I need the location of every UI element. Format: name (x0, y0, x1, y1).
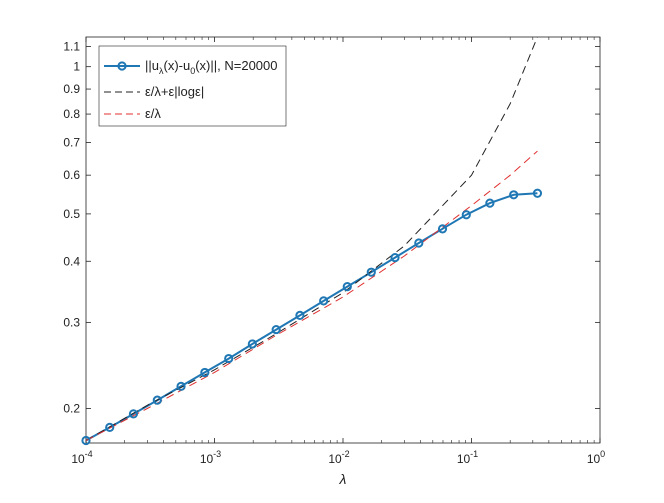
data-point (437, 224, 448, 234)
x-axis: 10-4 10-3 10-2 10-1 100 (71, 37, 605, 466)
y-tick-label: 0.9 (63, 82, 80, 96)
data-point (176, 381, 186, 391)
x-tick-label: 10-4 (71, 449, 92, 466)
data-point (509, 190, 519, 200)
x-tick-label: 10-2 (328, 449, 349, 466)
y-tick-label: 0.3 (63, 315, 80, 329)
data-point (105, 422, 115, 432)
x-axis-label: λ (339, 471, 347, 487)
x-tick-label: 100 (587, 449, 605, 466)
data-point (81, 435, 91, 446)
y-tick-label: 0.8 (63, 107, 80, 121)
data-point (532, 188, 543, 198)
y-tick-label: 0.4 (63, 254, 80, 268)
series-line-2 (85, 36, 538, 441)
y-tick-label: 1 (73, 60, 80, 74)
y-axis: 0.2 0.3 0.4 0.5 0.6 0.7 0.8 0.9 1 1.1 (63, 39, 600, 415)
x-tick-label: 10-1 (457, 449, 478, 466)
data-point (152, 395, 162, 405)
legend-box (98, 45, 287, 127)
data-point (319, 296, 329, 306)
legend-marker-series-1 (117, 61, 127, 71)
data-point (390, 252, 400, 263)
data-point (128, 409, 139, 419)
y-tick-label: 0.2 (63, 401, 80, 415)
series-line-3 (85, 150, 538, 441)
x-tick-label: 10-3 (200, 449, 221, 466)
legend: ||uλ(x)-u0(x)||, N=20000 ε/λ+ε|logε| ε/λ (98, 45, 287, 127)
data-point (295, 310, 305, 321)
y-tick-label: 0.6 (63, 168, 80, 182)
y-tick-label: 1.1 (63, 39, 80, 53)
data-point (366, 267, 376, 277)
data-point (271, 324, 281, 335)
data-point (247, 339, 257, 349)
data-point (200, 367, 210, 378)
series-layer (81, 36, 543, 446)
y-tick-label: 0.7 (63, 135, 80, 149)
legend-label-series-2: ε/λ+ε|logε| (145, 84, 204, 99)
legend-label-series-3: ε/λ (145, 106, 161, 121)
legend-label-series-1: ||uλ(x)-u0(x)||, N=20000 (145, 58, 277, 76)
data-point (485, 198, 495, 208)
y-tick-label: 0.5 (63, 207, 80, 221)
data-point (224, 353, 234, 364)
data-point (342, 282, 352, 292)
data-point (414, 238, 424, 248)
data-point (461, 210, 471, 220)
